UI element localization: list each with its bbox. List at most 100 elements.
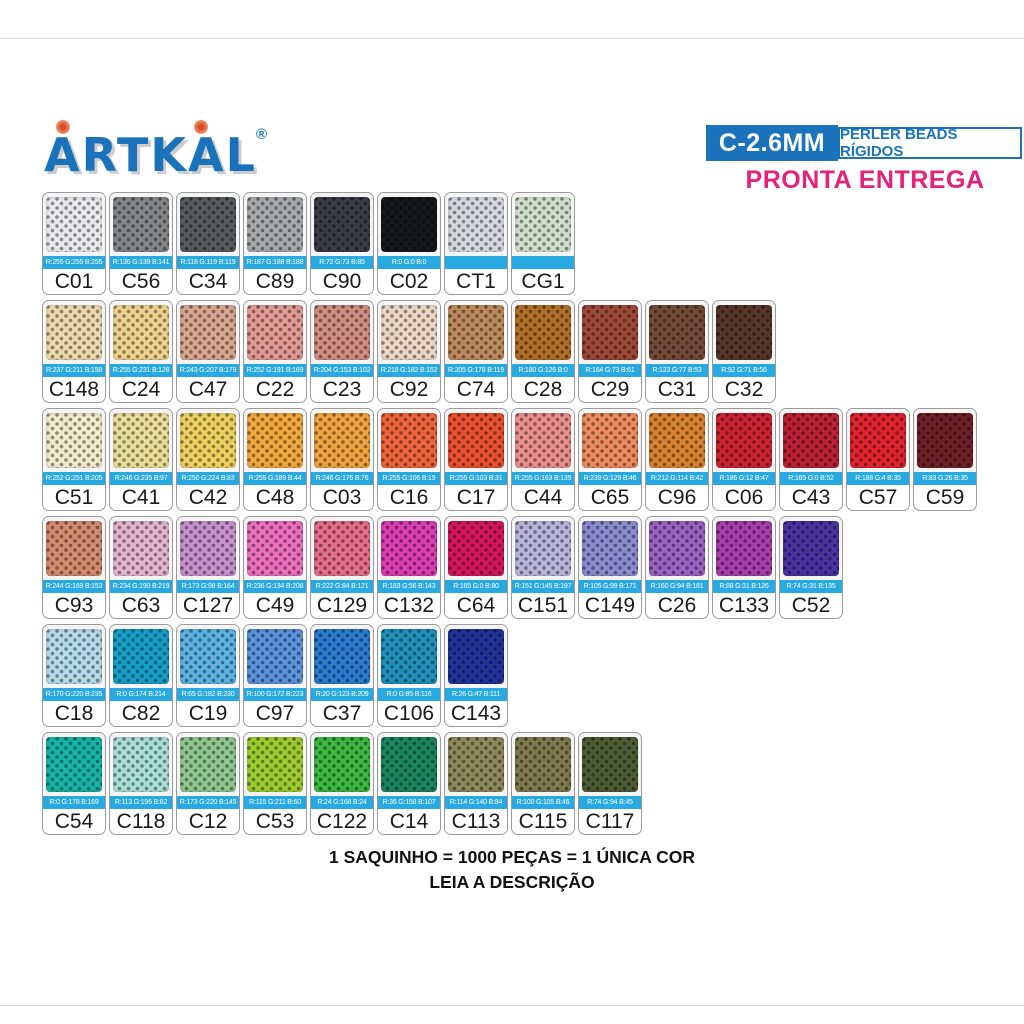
bead-photo [43,625,105,688]
swatch-card: R:252 G:191 B:169 C22 [243,300,307,403]
swatch-card: R:114 G:140 B:84 C113 [444,732,508,835]
rgb-label: R:115 G:211 B:60 [244,796,306,809]
swatch-card: R:74 G:31 B:135 C52 [779,516,843,619]
color-code: C129 [316,593,368,617]
bead-photo [512,193,574,256]
bead-photo [110,625,172,688]
bead-texture [917,413,973,468]
bead-texture [582,737,638,792]
bead-size-label: C-2.6MM [718,128,826,157]
bead-texture [180,305,236,360]
bead-photo [244,625,306,688]
swatch-card: R:0 G:174 B:214 C82 [109,624,173,727]
availability-label: PRONTA ENTREGA [745,166,985,194]
rgb-label: R:136 G:139 B:141 [110,256,172,269]
rgb-label: R:255 G:189 B:44 [244,472,306,485]
bead-photo [512,517,574,580]
bead-texture [448,629,504,684]
bead-photo [43,193,105,256]
swatch-card: R:255 G:231 B:128 C24 [109,300,173,403]
bead-photo [646,517,708,580]
swatch-card: R:218 G:182 B:152 C92 [377,300,441,403]
bead-texture [247,629,303,684]
swatch-card: R:136 G:139 B:141 C56 [109,192,173,295]
color-code: C90 [322,269,362,293]
swatch-card: R:88 G:31 B:126 C133 [712,516,776,619]
swatch-card: R:180 G:126 B:0 C28 [511,300,575,403]
bead-texture [582,521,638,576]
color-code: C59 [925,485,965,509]
color-code: C42 [188,485,228,509]
bead-photo [110,193,172,256]
swatch-card: R:212 G:114 B:42 C96 [645,408,709,511]
swatch-card: R:255 G:103 B:31 C17 [444,408,508,511]
bead-texture [783,521,839,576]
color-code: C92 [389,377,429,401]
swatch-card: R:173 G:220 B:145 C12 [176,732,240,835]
footer-note: 1 SAQUINHO = 1000 PEÇAS = 1 ÚNICA COR LE… [0,845,1024,895]
bead-photo [713,517,775,580]
swatch-card: R:165 G:0 B:80 C64 [444,516,508,619]
color-code: C143 [450,701,502,725]
color-code: C148 [48,377,100,401]
bead-texture [381,737,437,792]
bead-photo [378,625,440,688]
color-code: C06 [724,485,764,509]
swatch-card: R:36 G:158 B:107 C14 [377,732,441,835]
bead-texture [448,413,504,468]
rgb-label: R:92 G:71 B:56 [713,364,775,377]
bead-photo [311,733,373,796]
bead-photo [110,301,172,364]
rgb-label: R:0 G:85 B:116 [378,688,440,701]
bead-texture [515,521,571,576]
bead-photo [579,733,641,796]
rgb-label: R:160 G:94 B:181 [646,580,708,593]
bead-photo [311,301,373,364]
bead-photo [244,301,306,364]
swatch-card: R:164 G:73 B:61 C29 [578,300,642,403]
bead-texture [716,521,772,576]
rgb-label [445,256,507,269]
bead-photo [579,517,641,580]
swatch-card: CT1 [444,192,508,295]
rgb-label: R:255 G:231 B:128 [110,364,172,377]
color-code: C133 [718,593,770,617]
bead-photo [177,517,239,580]
swatch-card: R:118 G:119 B:119 C34 [176,192,240,295]
rgb-label: R:165 G:0 B:80 [445,580,507,593]
bead-texture [46,737,102,792]
swatch-card: R:0 G:0 B:0 C02 [377,192,441,295]
bead-texture [46,521,102,576]
swatch-card: R:255 G:106 B:19 C16 [377,408,441,511]
color-code: C57 [858,485,898,509]
rgb-label: R:165 G:0 B:52 [780,472,842,485]
color-code: C56 [121,269,161,293]
bead-texture [113,197,169,252]
swatch-card: R:255 G:189 B:44 C48 [243,408,307,511]
color-code: C47 [188,377,228,401]
color-code: C89 [255,269,295,293]
product-type-label: PERLER BEADS RÍGIDOS [840,126,958,160]
bead-texture [314,305,370,360]
swatch-card: R:236 G:134 B:208 C49 [243,516,307,619]
color-code: C63 [121,593,161,617]
bead-photo [780,409,842,472]
swatch-card: R:72 G:73 B:85 C90 [310,192,374,295]
bead-texture [716,413,772,468]
bead-texture [113,521,169,576]
bead-texture [180,737,236,792]
color-code: C74 [456,377,496,401]
rgb-label: R:100 G:172 B:223 [244,688,306,701]
swatch-card: R:115 G:211 B:60 C53 [243,732,307,835]
swatch-card: CG1 [511,192,575,295]
top-border-line [0,38,1024,39]
bead-photo [110,733,172,796]
bead-texture [180,521,236,576]
bead-texture [381,413,437,468]
bead-photo [177,733,239,796]
bead-texture [515,737,571,792]
bead-photo [378,733,440,796]
bead-texture [649,521,705,576]
rgb-label: R:26 G:47 B:111 [445,688,507,701]
bead-texture [46,413,102,468]
